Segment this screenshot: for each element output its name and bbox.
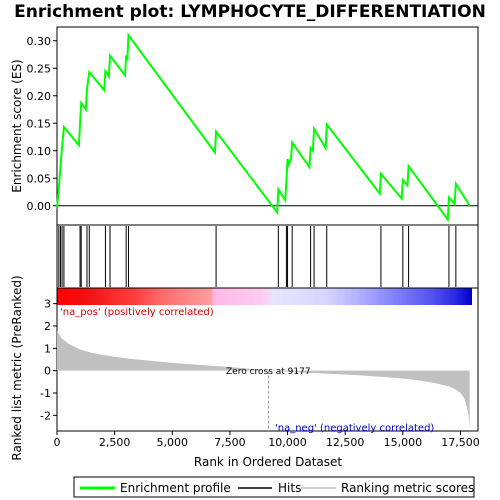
hits-panel-frame xyxy=(56,224,479,289)
es-y-ticks: 0.00 0.05 0.10 0.15 0.20 0.25 0.30 xyxy=(27,35,57,213)
neg-correlated-label: 'na_neg' (negatively correlated) xyxy=(275,423,434,434)
x-axis-label: Rank in Ordered Dataset xyxy=(194,455,342,469)
x-tick-label: 12,500 xyxy=(326,436,365,449)
metric-y-tick-label: 3 xyxy=(44,298,51,311)
legend: Enrichment profile Hits Ranking metric s… xyxy=(73,476,475,498)
x-tick-label: 7,500 xyxy=(214,436,246,449)
es-y-tick-label: 0.10 xyxy=(27,145,52,158)
es-y-tick-label: 0.15 xyxy=(27,117,52,130)
hit-lines xyxy=(58,226,457,287)
es-y-tick-label: 0.20 xyxy=(27,90,52,103)
es-y-tick-label: 0.30 xyxy=(27,35,52,48)
es-y-axis-label: Enrichment score (ES) xyxy=(10,59,24,192)
metric-y-tick-label: 1 xyxy=(44,342,51,355)
es-y-tick-label: 0.05 xyxy=(27,172,52,185)
es-y-tick-label: 0.00 xyxy=(27,200,52,213)
es-y-tick-label: 0.25 xyxy=(27,62,52,75)
metric-y-axis-label: Ranked list metric (PreRanked) xyxy=(10,275,24,460)
zero-cross-label: Zero cross at 9177 xyxy=(226,367,311,377)
metric-y-ticks: -2 -1 0 1 2 3 xyxy=(40,298,57,422)
es-panel: 0.00 0.05 0.10 0.15 0.20 0.25 0.30 Enrichment … xyxy=(10,26,479,226)
x-tick-label: 2,500 xyxy=(99,436,131,449)
ranking-color-bar xyxy=(57,288,472,305)
chart-title: Enrichment plot: LYMPHOCYTE_DIFFERENTIAT… xyxy=(14,2,486,22)
legend-box xyxy=(73,476,475,498)
legend-hits-label: Hits xyxy=(278,481,301,495)
legend-profile-label: Enrichment profile xyxy=(120,481,231,495)
metric-y-tick-label: 2 xyxy=(44,320,51,333)
x-tick-label: 15,000 xyxy=(384,436,423,449)
metric-y-tick-label: 0 xyxy=(44,365,51,378)
metric-y-tick-label: -1 xyxy=(40,387,51,400)
x-tick-label: 5,000 xyxy=(157,436,189,449)
x-axis-ticks: 0 2,500 5,000 7,500 10,000 12,500 15,000 17,500 xyxy=(54,431,480,449)
ranking-metric-area xyxy=(57,330,470,429)
x-tick-label: 0 xyxy=(54,436,61,449)
hits-panel xyxy=(56,224,479,289)
es-panel-frame xyxy=(56,26,479,226)
metric-panel: Zero cross at 9177 'na_pos' (positively … xyxy=(10,275,480,469)
x-tick-label: 17,500 xyxy=(441,436,480,449)
pos-correlated-label: 'na_pos' (positively correlated) xyxy=(60,307,214,318)
x-tick-label: 10,000 xyxy=(268,436,307,449)
enrichment-profile-line xyxy=(56,32,471,223)
legend-metric-label: Ranking metric scores xyxy=(341,481,474,495)
metric-y-tick-label: -2 xyxy=(40,409,51,422)
